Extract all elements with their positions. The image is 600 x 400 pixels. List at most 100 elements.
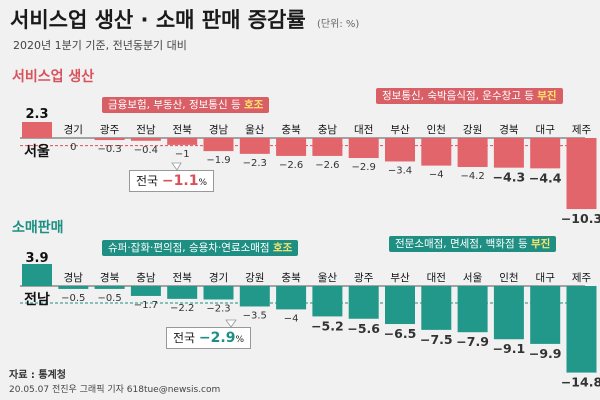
service-category-label: 인천 — [427, 124, 446, 136]
retail-category-label: 충북 — [281, 272, 301, 284]
retail-bad-callout: 전문소매점, 면세점, 백화점 등 부진 — [389, 236, 557, 252]
service-category-label: 전남 — [136, 124, 156, 136]
service-good-callout: 금융보험, 부동산, 정보통신 등 호조 — [102, 97, 270, 113]
retail-bar — [239, 286, 270, 307]
service-value-label: 0 — [70, 142, 76, 153]
retail-value-label: −3.5 — [243, 310, 267, 321]
retail-value-label: −5.6 — [347, 321, 380, 336]
service-value-label: −0.3 — [97, 144, 121, 155]
retail-value-label: −0.5 — [61, 293, 85, 304]
retail-category-label: 서울 — [463, 272, 483, 284]
service-bad-callout: 정보통신, 숙박음식점, 운수창고 등 부진 — [376, 88, 563, 104]
retail-bar — [167, 286, 198, 299]
retail-category-label: 울산 — [318, 272, 338, 284]
service-category-label: 강원 — [463, 124, 482, 136]
retail-category-label: 경남 — [64, 271, 84, 284]
callout-text: 전문소매점, 면세점, 백화점 등 — [395, 238, 531, 250]
retail-bar — [566, 286, 597, 373]
service-value-label: −4.4 — [529, 170, 562, 185]
retail-bar — [493, 286, 524, 340]
retail-value-label: −2.3 — [206, 303, 230, 314]
retail-section-title: 소매판매 — [12, 220, 64, 236]
service-category-label: 경북 — [499, 123, 519, 136]
service-section-title: 서비스업 생산 — [12, 69, 95, 85]
retail-national-badge: 전국 −2.9% — [166, 327, 252, 349]
retail-bar — [58, 286, 89, 289]
service-value-label: −1.9 — [206, 155, 230, 166]
retail-category-label: 전북 — [173, 272, 193, 284]
retail-bar — [22, 264, 52, 286]
retail-value-label: −5.2 — [311, 318, 344, 333]
callout-text: 정보통신, 숙박음식점, 운수창고 등 — [382, 90, 538, 102]
service-category-label: 부산 — [390, 124, 410, 136]
service-bar — [493, 138, 524, 168]
retail-bar — [457, 286, 488, 333]
retail-good-callout: 슈퍼·잡화·편의점, 승용차·연료소매점 호조 — [102, 240, 299, 256]
service-bar — [348, 138, 379, 159]
national-unit: % — [198, 178, 208, 188]
source-label: 자료 : 통계청 — [9, 370, 66, 381]
retail-category-label: 경북 — [100, 271, 120, 284]
callout-text: 금융보험, 부동산, 정보통신 등 — [108, 99, 244, 111]
service-value-label: −4 — [429, 170, 444, 181]
retail-bar — [348, 286, 379, 319]
service-category-label: 광주 — [100, 124, 120, 136]
retail-category-label: 인천 — [499, 272, 518, 284]
service-bar — [385, 138, 415, 162]
retail-category-label: 경기 — [209, 271, 228, 284]
service-national-pointer — [171, 162, 182, 171]
retail-category-label: 강원 — [245, 272, 264, 284]
service-value-label: −0.4 — [134, 145, 158, 156]
retail-bar — [130, 286, 161, 296]
retail-value-label: −0.5 — [97, 293, 121, 304]
service-value-label: 2.3 — [25, 107, 48, 122]
national-value: −2.9 — [198, 330, 236, 346]
retail-value-label: −1.7 — [134, 300, 158, 311]
service-value-label: −2.6 — [279, 160, 303, 171]
retail-value-label: −9.9 — [529, 346, 562, 361]
national-value: −1.1 — [161, 173, 199, 189]
service-bar — [130, 138, 161, 141]
service-national-badge: 전국 −1.1% — [129, 170, 215, 192]
national-label: 전국 — [173, 331, 196, 345]
chart-subtitle: 2020년 1분기 기준, 전년동분기 대비 — [13, 39, 187, 52]
service-bar — [94, 138, 125, 141]
service-category-label: 충북 — [281, 124, 301, 136]
service-bar — [421, 138, 452, 166]
service-category-label: 전북 — [173, 124, 193, 136]
retail-value-label: 3.9 — [25, 251, 48, 266]
retail-value-label: −7.5 — [420, 332, 453, 347]
callout-highlight: 호조 — [243, 99, 264, 111]
credit-label: 20.05.07 전진우 그래픽 기자 618tue@newsis.com — [9, 385, 221, 395]
retail-bar — [94, 286, 125, 289]
service-bar — [530, 138, 561, 169]
retail-category-label: 전남 — [24, 291, 50, 308]
service-value-label: −1 — [175, 149, 190, 160]
service-category-label: 서울 — [24, 143, 50, 160]
service-category-label: 울산 — [245, 124, 265, 136]
retail-value-label: −4 — [284, 313, 299, 324]
retail-value-label: −9.1 — [493, 341, 526, 356]
retail-value-label: −2.2 — [170, 303, 194, 314]
service-value-label: −10.3 — [561, 211, 600, 226]
retail-bar — [203, 286, 234, 300]
retail-category-label: 부산 — [390, 272, 410, 284]
service-bar — [566, 138, 597, 210]
retail-bar — [530, 286, 561, 344]
service-value-label: −3.4 — [388, 165, 412, 176]
national-unit: % — [235, 335, 245, 345]
service-bar — [276, 138, 307, 156]
service-bar — [239, 138, 270, 154]
service-bar — [312, 138, 343, 156]
retail-value-label: −7.9 — [456, 334, 489, 349]
retail-bar — [312, 286, 343, 317]
chart-title: 서비스업 생산 · 소매 판매 증감률 (단위: %) — [10, 4, 359, 34]
unit-label: (단위: %) — [317, 19, 360, 30]
retail-value-label: −6.5 — [384, 326, 417, 341]
retail-bar — [385, 286, 415, 325]
retail-bar — [276, 286, 307, 310]
service-bar — [22, 122, 52, 138]
service-bar — [203, 138, 234, 152]
service-value-label: −2.6 — [315, 160, 339, 171]
